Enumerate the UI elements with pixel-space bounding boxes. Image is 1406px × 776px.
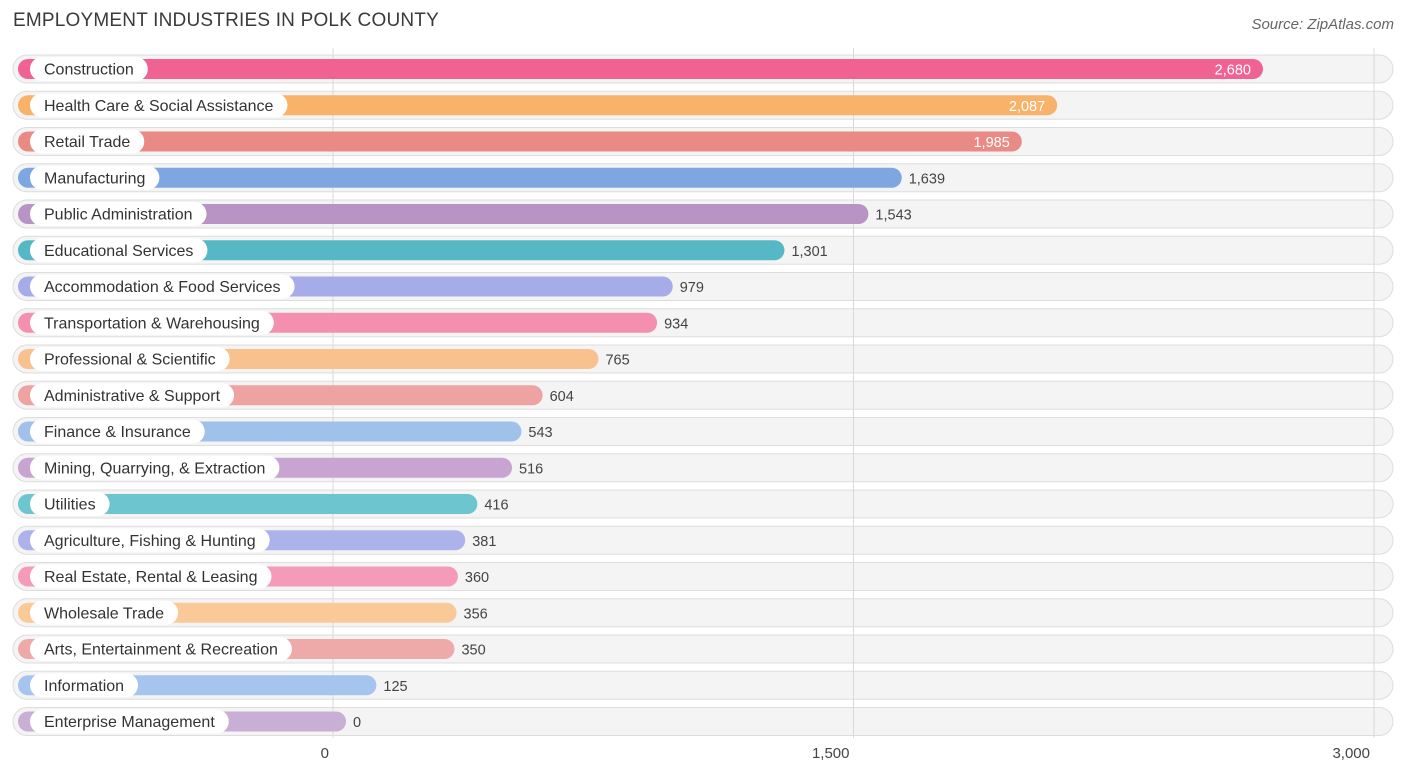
category-label: Accommodation & Food Services <box>44 279 281 296</box>
category-label-pill <box>30 274 295 299</box>
value-label: 765 <box>605 353 629 369</box>
value-label: 1,639 <box>909 171 945 187</box>
category-label: Public Administration <box>44 207 193 224</box>
category-label-pill <box>30 202 207 226</box>
category-label: Finance & Insurance <box>44 424 191 441</box>
chart-title: EMPLOYMENT INDUSTRIES IN POLK COUNTY <box>13 10 439 31</box>
value-label: 1,985 <box>973 135 1009 151</box>
category-label-pill <box>30 600 179 625</box>
x-tick-label: 1,500 <box>812 745 850 762</box>
bar <box>18 59 1263 79</box>
category-label-pill <box>30 564 272 589</box>
bar <box>18 494 478 514</box>
category-label-pill <box>30 383 235 408</box>
category-label: Mining, Quarrying, & Extraction <box>44 460 265 477</box>
category-label-pill <box>30 673 139 698</box>
value-label: 543 <box>528 425 552 441</box>
value-label: 356 <box>464 606 488 622</box>
category-label: Educational Services <box>44 243 193 260</box>
value-label: 2,680 <box>1215 63 1251 79</box>
value-label: 1,543 <box>875 208 911 224</box>
row-track <box>12 707 1394 736</box>
source-credit: Source: ZipAtlas.com <box>1251 16 1394 33</box>
category-label: Arts, Entertainment & Recreation <box>44 642 278 659</box>
value-label: 0 <box>353 715 361 731</box>
value-label: 360 <box>465 570 489 586</box>
category-label: Real Estate, Rental & Leasing <box>44 569 257 586</box>
category-label-pill <box>30 310 274 335</box>
category-label: Enterprise Management <box>44 714 215 731</box>
value-label: 604 <box>550 389 574 405</box>
category-label: Information <box>44 678 124 695</box>
bar <box>18 240 785 261</box>
category-label: Wholesale Trade <box>44 605 164 622</box>
category-label: Manufacturing <box>44 170 145 187</box>
value-label: 934 <box>664 316 688 332</box>
category-label-pill <box>30 347 230 371</box>
bar <box>18 131 1022 152</box>
category-label: Utilities <box>44 497 96 514</box>
value-label: 516 <box>519 461 543 477</box>
category-label-pill <box>30 93 288 118</box>
category-label: Transportation & Warehousing <box>44 315 260 332</box>
category-label-pill <box>30 419 205 444</box>
bar <box>18 204 869 224</box>
value-label: 350 <box>461 643 485 659</box>
value-label: 381 <box>472 534 496 550</box>
value-label: 416 <box>484 498 508 514</box>
category-label-pill <box>30 637 292 661</box>
category-label-pill <box>30 455 280 480</box>
category-label: Construction <box>44 62 134 79</box>
category-label-pill <box>30 492 110 516</box>
value-label: 979 <box>680 280 704 296</box>
value-label: 1,301 <box>791 244 827 260</box>
x-tick-label: 3,000 <box>1332 745 1370 762</box>
category-label-pill <box>30 709 229 734</box>
bar <box>18 167 902 188</box>
value-label: 2,087 <box>1009 99 1045 115</box>
category-label-pill <box>30 238 208 263</box>
category-label: Health Care & Social Assistance <box>44 98 274 115</box>
category-label-pill <box>30 528 270 553</box>
category-label-pill <box>30 165 160 190</box>
category-label: Professional & Scientific <box>44 352 216 369</box>
value-label: 125 <box>383 679 407 695</box>
category-label-pill <box>30 129 145 154</box>
category-label: Administrative & Support <box>44 388 221 405</box>
category-label-pill <box>30 57 148 81</box>
x-tick-label: 0 <box>321 745 329 762</box>
category-label: Retail Trade <box>44 134 130 151</box>
category-label: Agriculture, Fishing & Hunting <box>44 533 256 550</box>
